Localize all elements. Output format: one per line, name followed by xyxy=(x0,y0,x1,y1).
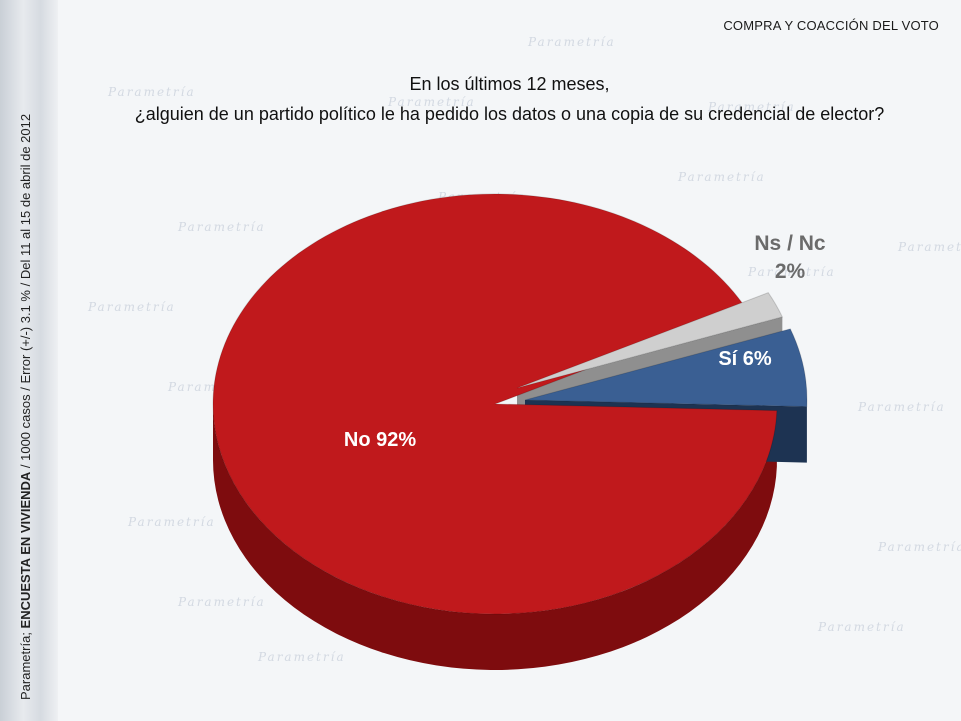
watermark-text: Parametría xyxy=(678,170,766,184)
watermark-text: Parametría xyxy=(858,400,946,414)
watermark-text: Parametría xyxy=(128,515,216,529)
watermark-text: Parametría xyxy=(898,240,961,254)
watermark-text: Parametría xyxy=(818,620,906,634)
pie-tops xyxy=(212,193,808,615)
label-no: No 92% xyxy=(344,429,416,451)
watermark-text: Parametría xyxy=(178,220,266,234)
label-nsnc: Ns / Nc xyxy=(754,232,826,255)
chart-title-line2: ¿alguien de un partido político le ha pe… xyxy=(134,104,885,124)
chart-title-line1: En los últimos 12 meses, xyxy=(409,74,610,94)
watermark-text: Parametría xyxy=(708,100,796,114)
pie-slice-0 xyxy=(212,193,778,615)
watermark-text: Parametría xyxy=(528,35,616,49)
label-si: Sí 6% xyxy=(718,348,772,370)
watermark-text: Parametría xyxy=(108,85,196,99)
watermark-text: Parametría xyxy=(178,595,266,609)
watermark-text: Parametría xyxy=(88,300,176,314)
watermark-text: Parametría xyxy=(748,265,836,279)
pie-slice-1 xyxy=(516,292,784,389)
watermark-text: Parametría xyxy=(878,540,961,554)
pie-slice-2 xyxy=(524,328,808,408)
label-nsnc-pct: 2% xyxy=(775,260,806,283)
watermark-text: Parametría xyxy=(388,95,476,109)
pie-slice-side-0 xyxy=(213,404,777,670)
side-decoration xyxy=(0,0,58,721)
section-title: COMPRA Y COACCIÓN DEL VOTO xyxy=(723,18,939,33)
watermark-text: Parametría xyxy=(258,650,346,664)
